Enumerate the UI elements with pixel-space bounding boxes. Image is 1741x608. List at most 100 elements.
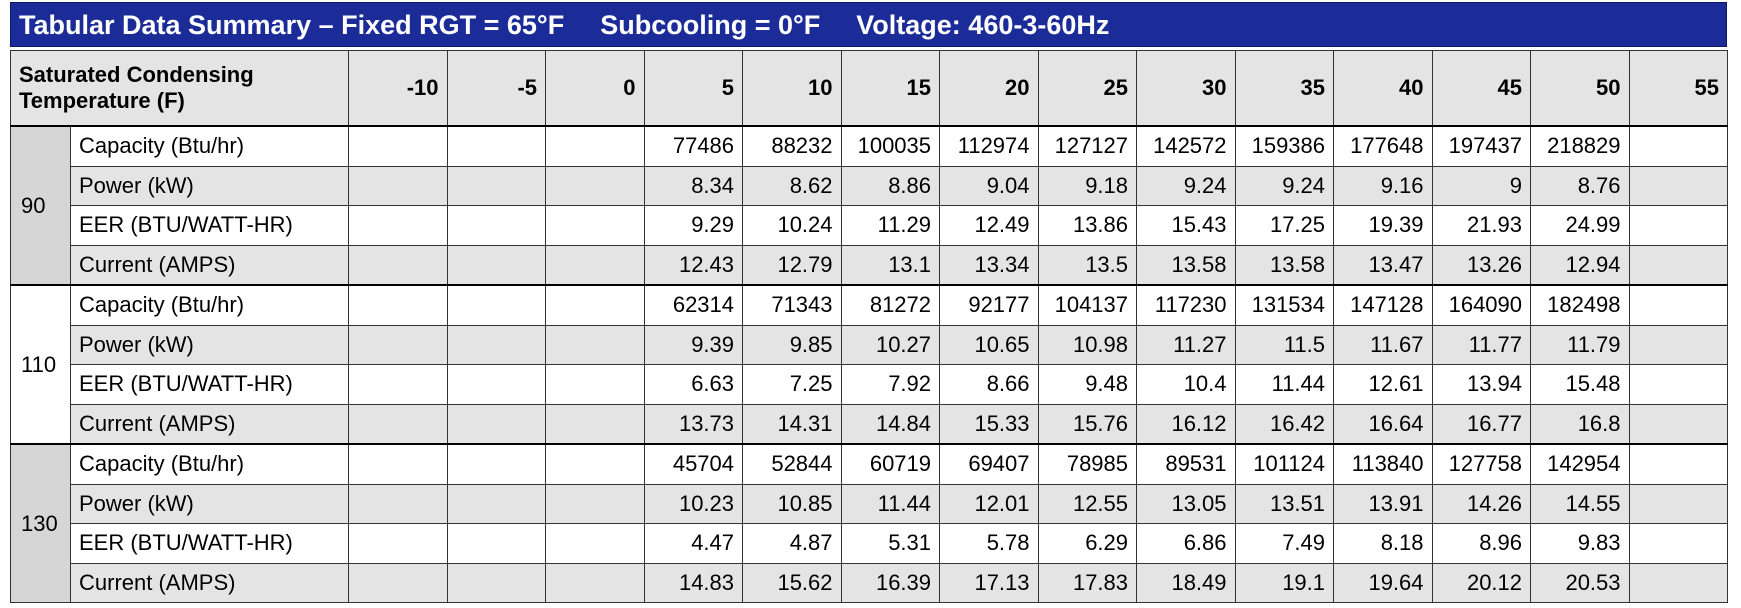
value-cell: [1628, 284, 1729, 326]
data-row: Current (AMPS) 12.43 12.79 13.1 13.34 13.5 13.…: [11, 244, 1729, 286]
row-label: Power (kW): [69, 324, 350, 365]
value-cell: [545, 205, 645, 246]
value-cell: [446, 205, 547, 246]
value-cell: 12.55: [1037, 483, 1138, 524]
value-cell: 20.53: [1530, 562, 1630, 603]
value-cell: [446, 403, 547, 445]
value-cell: 8.62: [742, 165, 842, 206]
column-header: -10: [348, 50, 448, 127]
value-cell: [446, 284, 547, 326]
value-cell: 100035: [840, 125, 941, 167]
value-cell: 12.01: [939, 483, 1039, 524]
value-cell: [1628, 403, 1729, 445]
value-cell: 117230: [1136, 284, 1236, 326]
value-cell: 15.33: [939, 403, 1039, 445]
value-cell: [348, 403, 448, 445]
value-cell: 10.65: [939, 324, 1039, 365]
value-cell: 9.83: [1530, 523, 1630, 564]
group-label: 110: [10, 284, 71, 445]
header-label: Saturated Condensing Temperature (F): [9, 50, 350, 127]
value-cell: 101124: [1234, 443, 1335, 485]
value-cell: 7.25: [742, 364, 842, 405]
value-cell: 10.98: [1037, 324, 1138, 365]
value-cell: 13.91: [1333, 483, 1433, 524]
row-label: Capacity (Btu/hr): [69, 443, 350, 485]
value-cell: 14.84: [840, 403, 941, 445]
value-cell: 69407: [939, 443, 1039, 485]
value-cell: 18.49: [1136, 562, 1236, 603]
value-cell: 13.94: [1431, 364, 1532, 405]
value-cell: [348, 125, 448, 167]
value-cell: 7.92: [840, 364, 941, 405]
value-cell: 13.58: [1136, 244, 1236, 286]
value-cell: 15.76: [1037, 403, 1138, 445]
row-label: Power (kW): [69, 483, 350, 524]
value-cell: 5.78: [939, 523, 1039, 564]
row-label: Power (kW): [69, 165, 350, 206]
value-cell: 218829: [1530, 125, 1630, 167]
value-cell: [348, 244, 448, 286]
value-cell: [446, 244, 547, 286]
column-header: 40: [1333, 50, 1433, 127]
data-row: Power (kW) 10.23 10.85 11.44 12.01 12.55 13.05…: [11, 483, 1729, 524]
value-cell: [446, 443, 547, 485]
value-cell: 15.43: [1136, 205, 1236, 246]
value-cell: 13.5: [1037, 244, 1138, 286]
value-cell: [545, 443, 645, 485]
value-cell: 197437: [1431, 125, 1532, 167]
value-cell: [545, 125, 645, 167]
value-cell: 14.31: [742, 403, 842, 445]
value-cell: 11.29: [840, 205, 941, 246]
value-cell: 10.27: [840, 324, 941, 365]
value-cell: [1628, 324, 1729, 365]
value-cell: 12.49: [939, 205, 1039, 246]
value-cell: 15.48: [1530, 364, 1630, 405]
value-cell: [348, 364, 448, 405]
value-cell: 6.86: [1136, 523, 1236, 564]
value-cell: 8.34: [643, 165, 744, 206]
value-cell: [1628, 125, 1729, 167]
value-cell: 13.26: [1431, 244, 1532, 286]
value-cell: 12.43: [643, 244, 744, 286]
column-header: 15: [840, 50, 941, 127]
value-cell: [348, 205, 448, 246]
value-cell: 8.96: [1431, 523, 1532, 564]
value-cell: [545, 523, 645, 564]
value-cell: [1628, 483, 1729, 524]
value-cell: 9.24: [1136, 165, 1236, 206]
value-cell: 14.55: [1530, 483, 1630, 524]
group-label: 90: [10, 125, 71, 286]
value-cell: 164090: [1431, 284, 1532, 326]
value-cell: 11.44: [840, 483, 941, 524]
data-row: 130 Capacity (Btu/hr) 45704 52844 60719 69407…: [10, 443, 1729, 603]
value-cell: 9.18: [1037, 165, 1138, 206]
data-row: Power (kW) 9.39 9.85 10.27 10.65 10.98 11.27 11…: [11, 324, 1729, 365]
column-header: 50: [1530, 50, 1630, 127]
value-cell: 5.31: [840, 523, 941, 564]
data-row: EER (BTU/WATT-HR) 4.47 4.87 5.31 5.78 6.29 6.8…: [11, 523, 1729, 564]
value-cell: 17.13: [939, 562, 1039, 603]
value-cell: 11.67: [1333, 324, 1433, 365]
column-header: 55: [1628, 50, 1729, 127]
data-row: 90 Capacity (Btu/hr) 77486 88232 100035 11297…: [10, 125, 1729, 286]
data-row: 110 Capacity (Btu/hr) 62314 71343 81272 92177…: [10, 284, 1729, 445]
voltage: Voltage: 460-3-60Hz: [856, 10, 1110, 40]
value-cell: 182498: [1530, 284, 1630, 326]
value-cell: 17.83: [1037, 562, 1138, 603]
value-cell: 16.8: [1530, 403, 1630, 445]
value-cell: [1628, 443, 1729, 485]
column-header: 10: [742, 50, 842, 127]
value-cell: 142572: [1136, 125, 1236, 167]
value-cell: [1628, 244, 1729, 286]
row-label: Capacity (Btu/hr): [69, 125, 350, 167]
value-cell: 9.85: [742, 324, 842, 365]
value-cell: 21.93: [1431, 205, 1532, 246]
value-cell: 8.86: [840, 165, 941, 206]
value-cell: 19.64: [1333, 562, 1433, 603]
value-cell: 13.05: [1136, 483, 1236, 524]
column-header: 25: [1037, 50, 1138, 127]
value-cell: 131534: [1234, 284, 1335, 326]
value-cell: 159386: [1234, 125, 1335, 167]
value-cell: 12.94: [1530, 244, 1630, 286]
value-cell: 88232: [742, 125, 842, 167]
